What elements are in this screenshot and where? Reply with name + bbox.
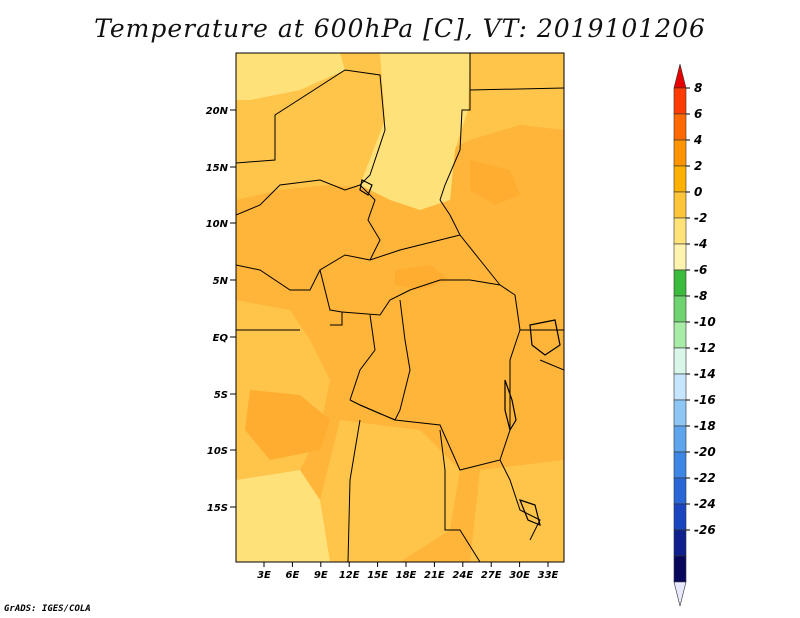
colorbar-label: 6 [694,107,702,121]
lake-victoria [529,319,561,356]
field-patch-warm-atlantic [245,390,330,460]
colorbar-swatch [673,217,687,245]
colorbar-swatch [673,503,687,531]
lat-label: 5S [214,390,228,401]
colorbar-swatch [673,399,687,427]
colorbar-swatch [673,139,687,167]
lat-label: 10N [206,219,229,230]
lon-label: 3E [257,570,271,581]
lat-label: 10S [207,446,228,457]
colorbar-swatch [673,295,687,323]
field-patch-warm-sudan [470,160,520,205]
grads-credit: GrADS: IGES/COLA [4,604,91,614]
map-frame [235,52,565,563]
colorbar-label: 4 [693,133,702,147]
colorbar-label: -12 [694,341,716,355]
colorbar-label: 8 [694,81,702,95]
field-patch-warm-car [395,265,450,290]
colorbar-label: -10 [694,315,716,329]
colorbar-swatch [673,321,687,349]
colorbar-label: -16 [694,393,716,407]
colorbar-label: -8 [694,289,707,303]
latitude-axis: 20N 15N 10N 5N EQ 5S 10S 15S [206,106,236,514]
lon-label: 30E [509,570,530,581]
lon-label: 9E [314,570,328,581]
colorbar-label: -6 [694,263,707,277]
lon-label: 6E [286,570,300,581]
colorbar-swatch [673,425,687,453]
colorbar-swatch [673,243,687,271]
lat-label: 5N [213,276,229,287]
colorbar-swatch [673,477,687,505]
lon-label: 24E [452,570,473,581]
colorbar-label: -26 [694,523,716,537]
lake-tanganyika [504,379,517,432]
colorbar-swatch [673,555,687,583]
colorbar-label: 0 [694,185,702,199]
lake-chad [359,179,373,196]
longitude-axis: 3E 6E 9E 12E 15E 18E 21E 24E 27E 30E 33E [257,562,559,581]
colorbar-swatch [673,269,687,297]
colorbar-top-arrow [673,63,687,89]
lat-label: EQ [213,333,229,344]
colorbar-swatch [673,113,687,141]
lat-label: 20N [206,106,229,117]
colorbar-swatch [673,373,687,401]
colorbar-swatch [673,87,687,115]
colorbar-label: -24 [694,497,716,511]
colorbar-swatch [673,191,687,219]
lon-label: 33E [538,570,559,581]
lat-label: 15S [207,503,228,514]
colorbar-swatch [673,347,687,375]
map-title: Temperature at 600hPa [C], VT: 201910120… [94,14,706,43]
lake-malawi [518,499,541,527]
lat-label: 15N [206,163,229,174]
lon-label: 15E [367,570,388,581]
colorbar: 8 6 4 2 0 -2 -4 -6 -8 -10 -12 -14 -16 -18 -20 -22 -24 -26 [673,63,716,607]
lon-label: 27E [481,570,502,581]
lon-label: 12E [339,570,360,581]
colorbar-label: -14 [694,367,716,381]
temperature-field [236,53,564,562]
colorbar-label: -2 [694,211,707,225]
colorbar-label: -18 [694,419,716,433]
lakes [359,179,561,527]
lon-label: 18E [396,570,417,581]
colorbar-swatch [673,165,687,193]
field-patch-southeast [470,460,564,562]
colorbar-label: -22 [694,471,716,485]
lon-label: 21E [424,570,445,581]
colorbar-label: -20 [694,445,716,459]
colorbar-label: 2 [694,159,702,173]
colorbar-swatch [673,451,687,479]
field-patch-cool-sahara [360,53,470,210]
field-patch-cool-nw [236,53,345,100]
field-patch-south [320,420,460,562]
colorbar-swatch [673,529,687,557]
colorbar-bottom-arrow [673,581,687,607]
colorbar-label: -4 [694,237,707,251]
field-patch-cool-sw2 [240,500,310,562]
